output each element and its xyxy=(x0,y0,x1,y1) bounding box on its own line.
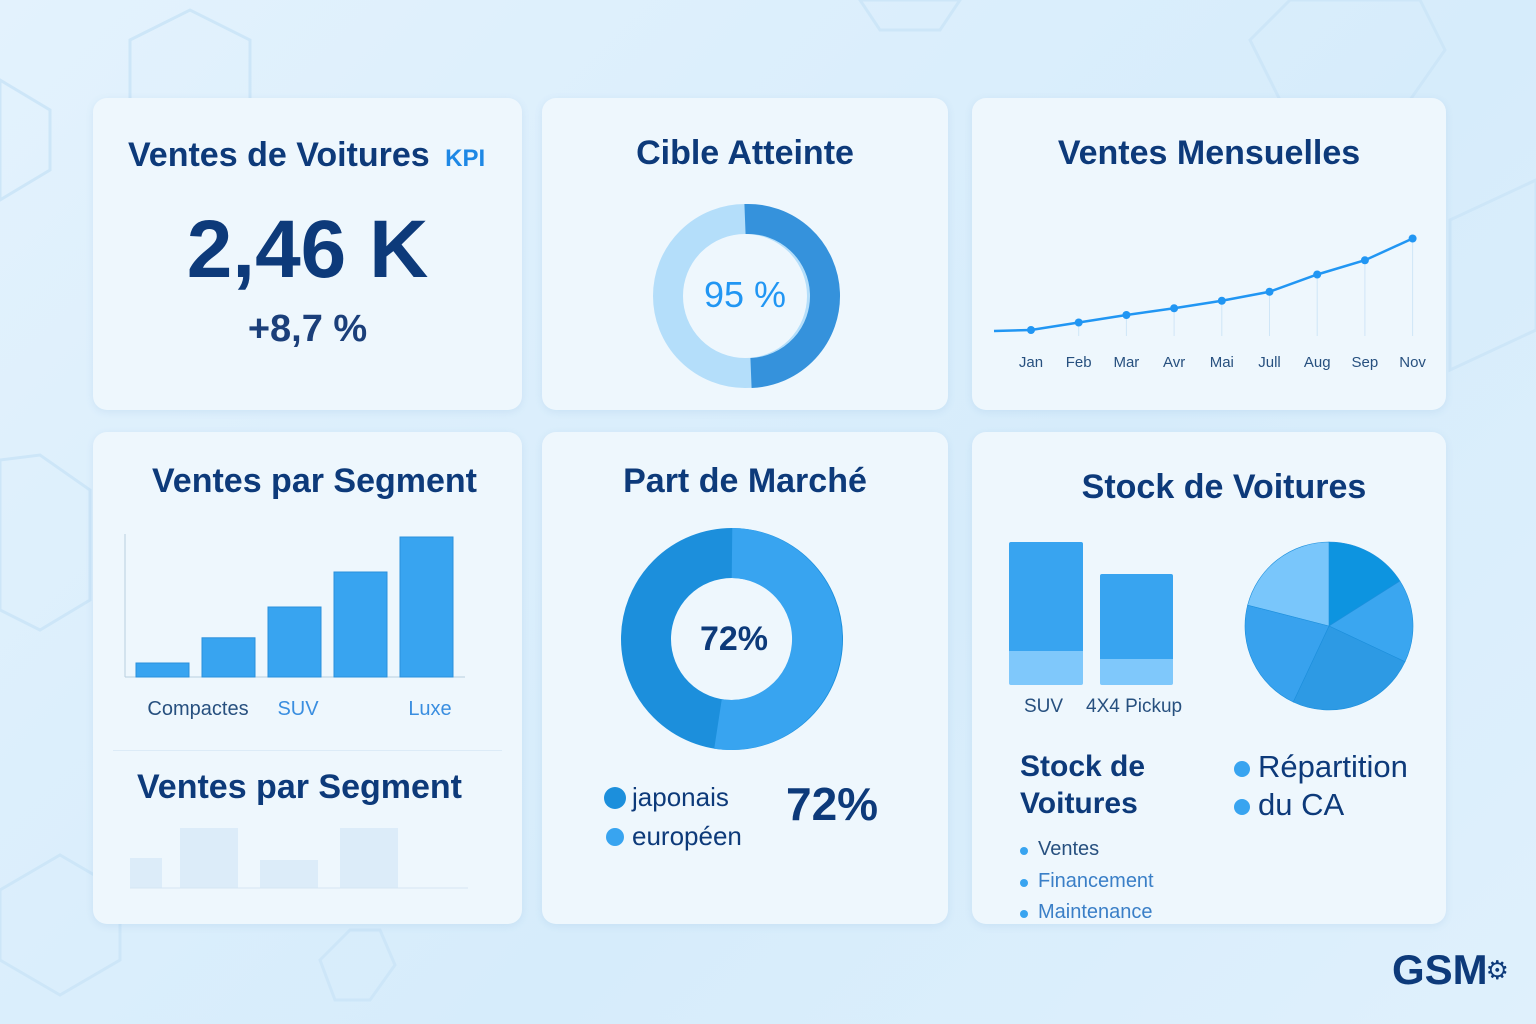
kpi-badge: KPI xyxy=(445,145,486,172)
segment-faded-chart xyxy=(130,828,468,889)
series-line xyxy=(993,237,1414,333)
bar xyxy=(135,662,190,678)
monthly-line-chart: Jan Feb Mar Avr Mai Jull Aug Sep Nov xyxy=(993,234,1426,371)
stock-subtitle: Stock de Voitures xyxy=(1020,750,1146,820)
data-point xyxy=(1408,234,1417,243)
kpi-change: +8,7 % xyxy=(247,308,368,350)
x-tick-label: Jan xyxy=(1019,354,1043,371)
target-value: 95 % xyxy=(703,274,787,315)
segment-bar-chart: Compactes SUV Luxe xyxy=(124,534,465,720)
x-tick-label: Sep xyxy=(1352,354,1379,371)
market-center-label: 72% xyxy=(699,620,769,658)
gear-icon: ⚙ xyxy=(1485,954,1509,985)
legend-dot-icon xyxy=(606,827,624,846)
stock-bar-suv xyxy=(1009,542,1083,685)
x-tick-label: Aug xyxy=(1304,354,1331,371)
x-tick-label: Compactes xyxy=(147,698,248,720)
faded-bar xyxy=(340,828,398,888)
stock-legend: Répartition du CA xyxy=(1234,748,1408,824)
x-tick-label: Mai xyxy=(1210,354,1234,371)
kpi-title: Ventes de Voitures xyxy=(128,136,430,174)
x-tick-label: Mar xyxy=(1113,354,1139,371)
market-legend-europeen: européen xyxy=(606,821,742,852)
market-big-value: 72% xyxy=(786,778,879,830)
pie-slice xyxy=(1328,580,1414,663)
stock-bar-pickup xyxy=(1100,574,1173,685)
target-card: Cible Atteinte 95 % xyxy=(542,98,948,410)
stock-pie-chart xyxy=(1244,541,1414,711)
bar xyxy=(333,571,388,678)
faded-bar xyxy=(260,860,318,888)
data-point xyxy=(1074,318,1083,327)
stock-item: Maintenance xyxy=(1020,897,1154,929)
x-tick-label: SUV xyxy=(277,698,319,720)
segment-card: Ventes par Segment Compactes SUV Luxe Vent… xyxy=(93,432,522,924)
segment-title: Ventes par Segment xyxy=(151,462,477,500)
legend-dot-icon xyxy=(604,786,626,809)
x-tick-label: Jull xyxy=(1258,354,1281,371)
stock-card: Stock de Voitures SUV 4X4 Pickup Stock d… xyxy=(972,432,1446,924)
x-tick-label: Luxe xyxy=(408,698,451,720)
bullet-icon xyxy=(1020,847,1028,855)
stock-label-suv: SUV xyxy=(1024,696,1064,717)
kpi-card: Ventes de Voitures KPI 2,46 K +8,7 % xyxy=(93,98,522,410)
legend-dot-icon xyxy=(1234,761,1250,777)
data-point xyxy=(1360,256,1369,265)
x-tick-label: Avr xyxy=(1163,354,1185,371)
bar xyxy=(201,637,256,678)
x-tick-label: Nov xyxy=(1399,354,1426,371)
bullet-icon xyxy=(1020,910,1028,918)
kpi-value: 2,46 K xyxy=(186,204,429,295)
target-donut xyxy=(653,203,840,388)
market-donut xyxy=(621,528,843,750)
monthly-title: Ventes Mensuelles xyxy=(1057,134,1361,172)
data-point xyxy=(1265,287,1274,296)
monthly-card: Ventes Mensuelles Jan Feb Mar Avr Mai Jull Aug… xyxy=(972,98,1446,410)
legend-dot-icon xyxy=(1234,799,1250,815)
market-card: Part de Marché 72% japonais européen 72% xyxy=(542,432,948,924)
stock-title: Stock de Voitures xyxy=(1081,468,1367,506)
x-tick-label: Feb xyxy=(1066,354,1092,371)
stock-item: Financement xyxy=(1020,866,1154,898)
bullet-icon xyxy=(1020,878,1028,887)
faded-bar xyxy=(180,828,238,888)
pie-slice xyxy=(1328,541,1401,627)
pie-slice xyxy=(1292,625,1406,711)
target-title: Cible Atteinte xyxy=(636,134,854,172)
data-point xyxy=(1313,270,1322,279)
market-legend-japonais: japonais xyxy=(604,782,729,813)
bar xyxy=(399,536,454,678)
market-title: Part de Marché xyxy=(623,462,867,500)
gsm-logo: GSM ⚙ xyxy=(1392,946,1509,993)
stock-items: Ventes Financement Maintenance xyxy=(1020,834,1154,929)
segment-faded-title: Ventes par Segment xyxy=(136,768,462,806)
stock-item: Ventes xyxy=(1020,834,1154,866)
faded-bar xyxy=(130,858,162,888)
stock-label-pickup: 4X4 Pickup xyxy=(1086,696,1183,717)
data-point xyxy=(1170,304,1179,313)
pie-slice xyxy=(1244,604,1330,703)
bar xyxy=(267,606,322,678)
pie-slice xyxy=(1247,541,1330,627)
data-point xyxy=(1027,326,1035,334)
data-point xyxy=(1217,296,1226,305)
data-point xyxy=(1122,311,1131,319)
